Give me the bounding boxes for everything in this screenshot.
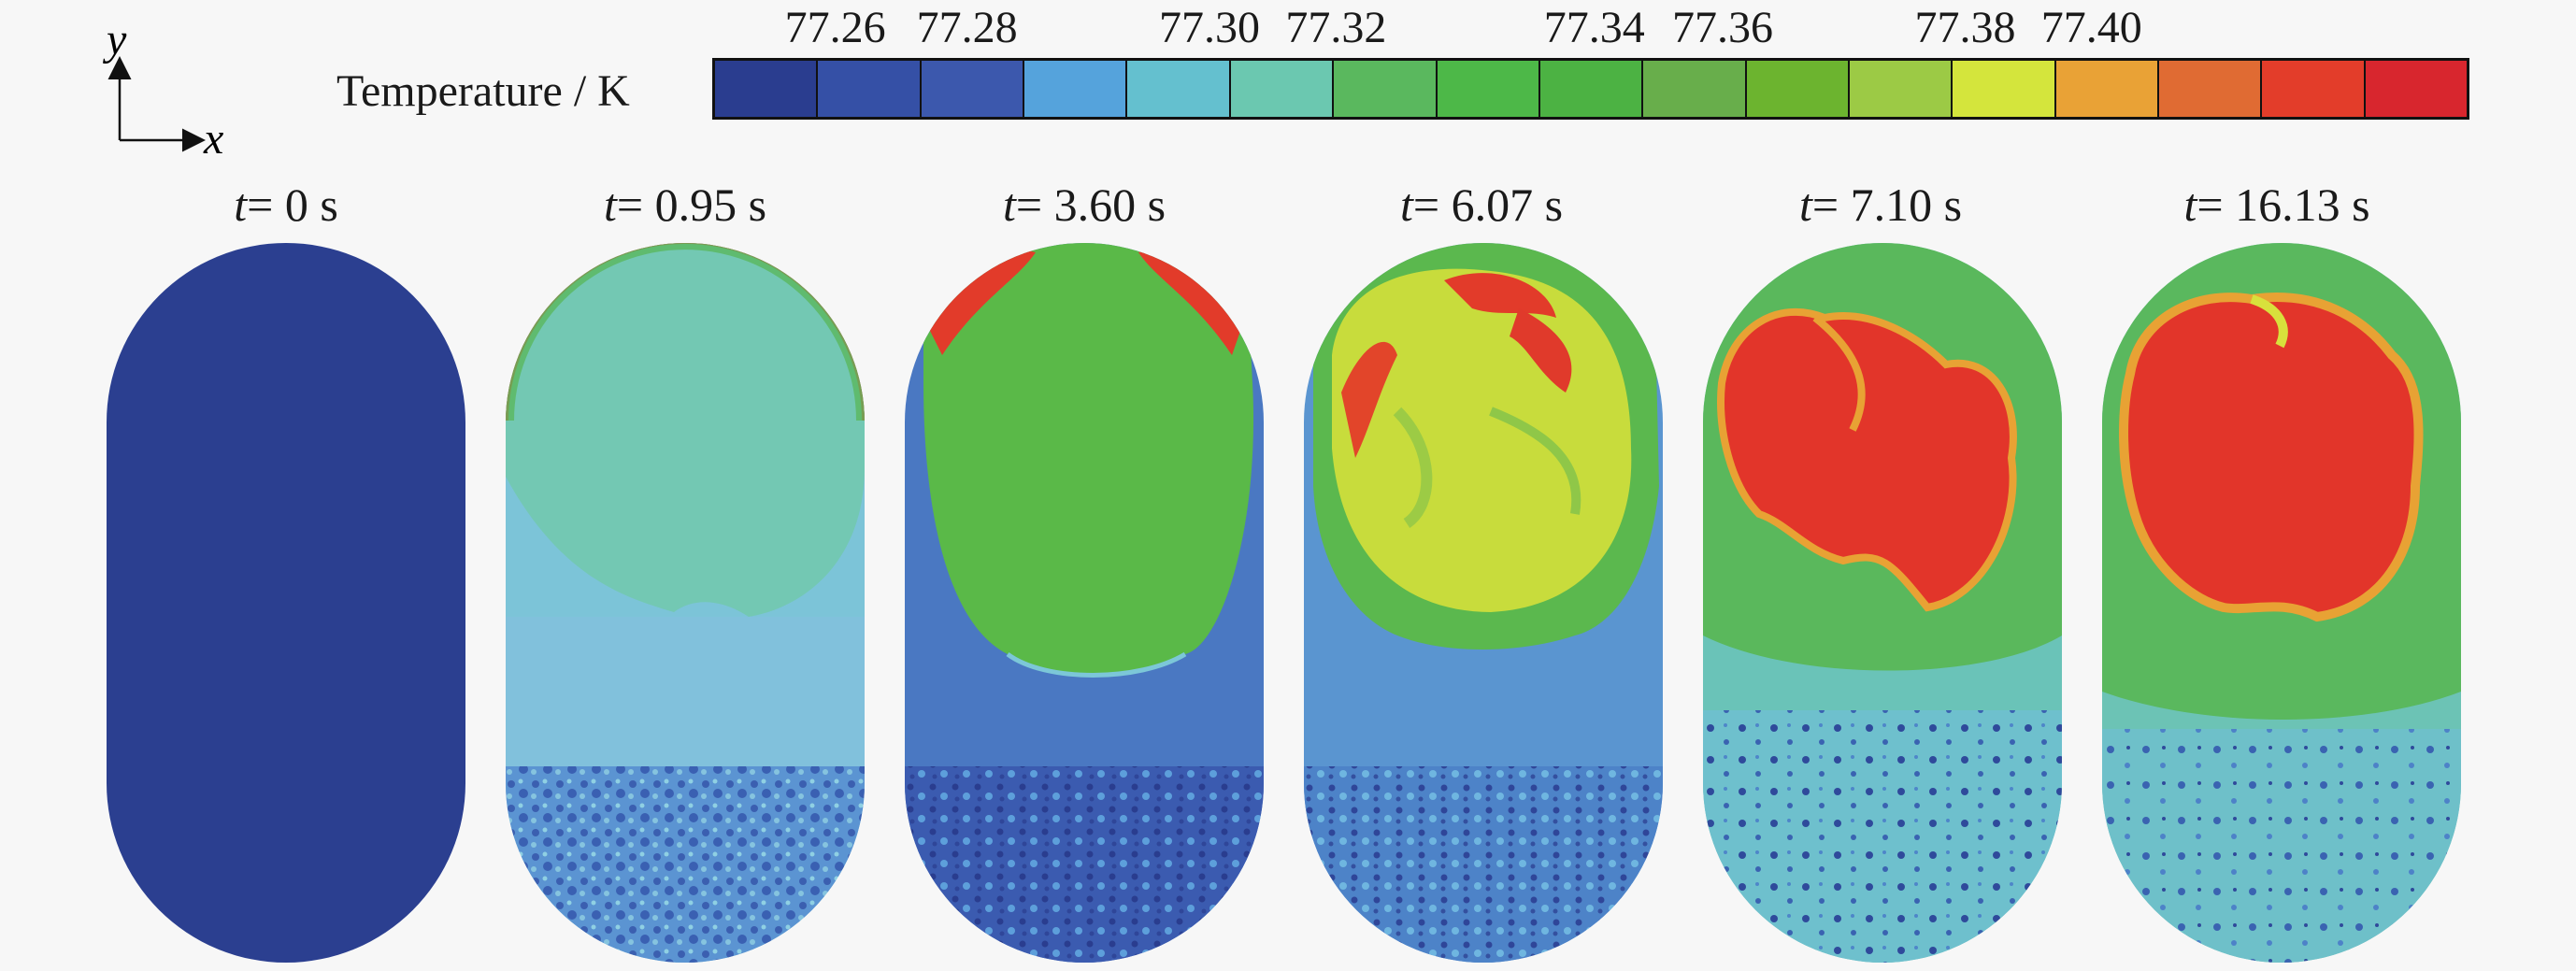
colorbar-cell	[715, 61, 819, 117]
x-axis-label: x	[203, 114, 223, 164]
time-var: t	[603, 178, 617, 231]
colorbar-cell	[1334, 61, 1438, 117]
tank-panel	[107, 243, 465, 963]
axis-indicator: y x	[102, 17, 223, 164]
time-value: = 0 s	[247, 178, 338, 231]
tank-panel	[905, 243, 1264, 963]
colorbar-cell	[1230, 61, 1335, 117]
colorbar-cell	[2055, 61, 2160, 117]
bubble-region	[905, 766, 1264, 963]
warm-region	[506, 243, 865, 617]
colorbar-cell	[1746, 61, 1850, 117]
colorbar-cell	[1643, 61, 1747, 117]
tank-panel	[1304, 243, 1663, 963]
colorbar-cell	[1539, 61, 1644, 117]
bubble-region	[506, 766, 865, 963]
tank-panel	[1703, 243, 2062, 963]
colorbar-ticks: 77.26 77.28 77.30 77.32 77.34 77.36 77.38 77.40	[0, 0, 2576, 56]
time-var: t	[1002, 178, 1016, 231]
bubble-region	[1304, 766, 1663, 963]
warm-region	[923, 243, 1254, 676]
colorbar-cell	[2159, 61, 2263, 117]
time-label: t= 0.95 s	[604, 178, 766, 232]
colorbar-cell	[1849, 61, 1953, 117]
colorbar-tick-label: 77.26	[784, 3, 886, 52]
bubble-region	[2102, 729, 2461, 963]
time-var: t	[234, 178, 248, 231]
colorbar-cell	[1127, 61, 1231, 117]
time-var: t	[2183, 178, 2197, 231]
time-value: = 0.95 s	[616, 178, 767, 231]
y-axis-label: y	[102, 17, 127, 64]
colorbar-tick-label: 77.32	[1285, 3, 1387, 52]
time-label: t= 3.60 s	[1003, 178, 1166, 232]
colorbar-cell	[1953, 61, 2056, 117]
colorbar-tick-label: 77.28	[916, 3, 1018, 52]
colorbar-cell	[818, 61, 922, 117]
time-label: t= 0 s	[234, 178, 338, 232]
colorbar-title: Temperature / K	[336, 66, 630, 116]
tank-panel	[2102, 243, 2461, 963]
colorbar-cell	[1024, 61, 1128, 117]
colorbar-cell	[1437, 61, 1540, 117]
time-value: = 3.60 s	[1015, 178, 1166, 231]
time-value: = 6.07 s	[1412, 178, 1564, 231]
colorbar-tick-label: 77.40	[2040, 3, 2142, 52]
tank-field	[107, 243, 465, 963]
time-label: t= 7.10 s	[1799, 178, 1962, 232]
colorbar-tick-label: 77.34	[1543, 3, 1645, 52]
bubble-region	[1703, 710, 2062, 963]
time-label: t= 6.07 s	[1400, 178, 1563, 232]
time-value: = 16.13 s	[2197, 178, 2370, 231]
warm-region	[1332, 268, 1632, 612]
colorbar-tick-label: 77.36	[1672, 3, 1773, 52]
colorbar	[712, 58, 2469, 120]
time-var: t	[1399, 178, 1413, 231]
colorbar-tick-label: 77.38	[1914, 3, 2016, 52]
time-label: t= 16.13 s	[2183, 178, 2369, 232]
colorbar-cell	[2262, 61, 2366, 117]
time-value: = 7.10 s	[1811, 178, 1963, 231]
time-var: t	[1798, 178, 1812, 231]
colorbar-tick-label: 77.30	[1159, 3, 1261, 52]
tank-panel	[506, 243, 865, 963]
warm-region	[2124, 297, 2419, 617]
colorbar-cell	[921, 61, 1025, 117]
colorbar-cell	[2365, 61, 2468, 117]
